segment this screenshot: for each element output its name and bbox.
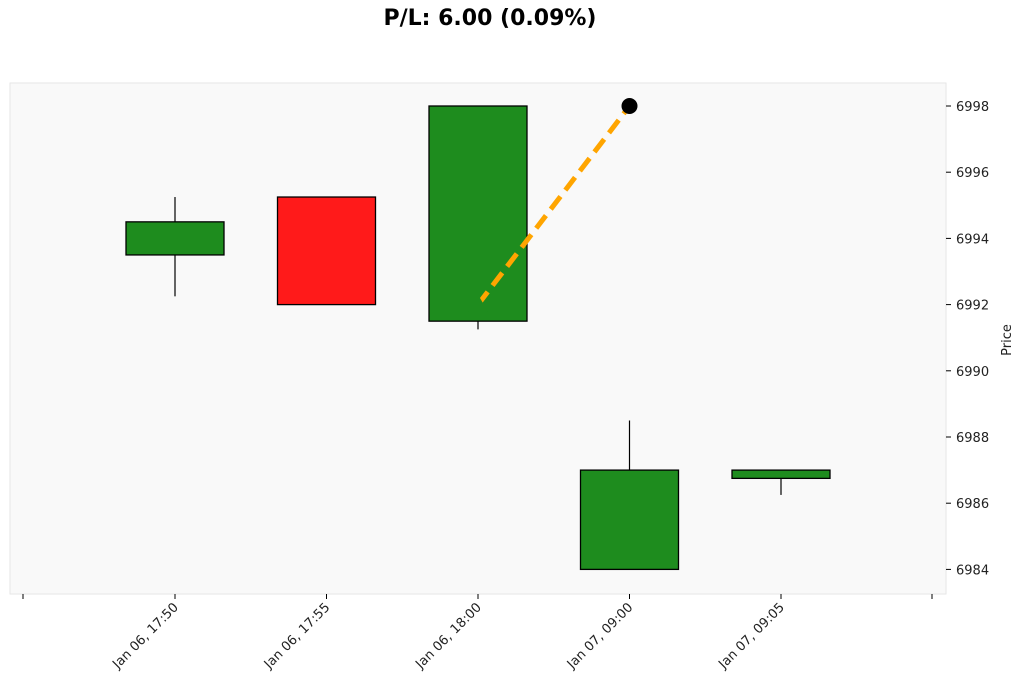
y-tick-label: 6998 (956, 100, 989, 115)
candle (125, 197, 225, 297)
y-tick-label: 6986 (956, 497, 989, 512)
y-tick-label: 6996 (956, 166, 989, 181)
y-tick-label: 6990 (956, 365, 989, 380)
candle (579, 420, 680, 571)
entry-marker (468, 294, 488, 312)
x-tick-label: Jan 07, 09:05 (715, 600, 787, 672)
y-tick-label: 6992 (956, 299, 989, 314)
x-tick-label: Jan 06, 18:00 (412, 600, 484, 672)
y-axis-label: Price (1000, 324, 1015, 356)
chart-title: P/L: 6.00 (0.09%) (383, 6, 597, 31)
exit-marker (621, 98, 638, 114)
y-tick-label: 6984 (956, 563, 989, 578)
candle (276, 196, 377, 306)
candle (428, 105, 528, 330)
candle-body (125, 221, 225, 256)
candle-body (276, 196, 377, 306)
y-tick-label: 6988 (956, 431, 989, 446)
candle-body (579, 469, 680, 571)
candle-body (731, 469, 831, 480)
trade-line (476, 104, 632, 307)
x-tick-label: Jan 07, 09:00 (564, 600, 636, 672)
x-tick-label: Jan 06, 17:55 (261, 600, 333, 672)
y-tick-label: 6994 (956, 232, 989, 247)
x-tick-label: Jan 06, 17:50 (109, 600, 181, 672)
candle-body (428, 105, 528, 322)
candle (731, 469, 831, 495)
